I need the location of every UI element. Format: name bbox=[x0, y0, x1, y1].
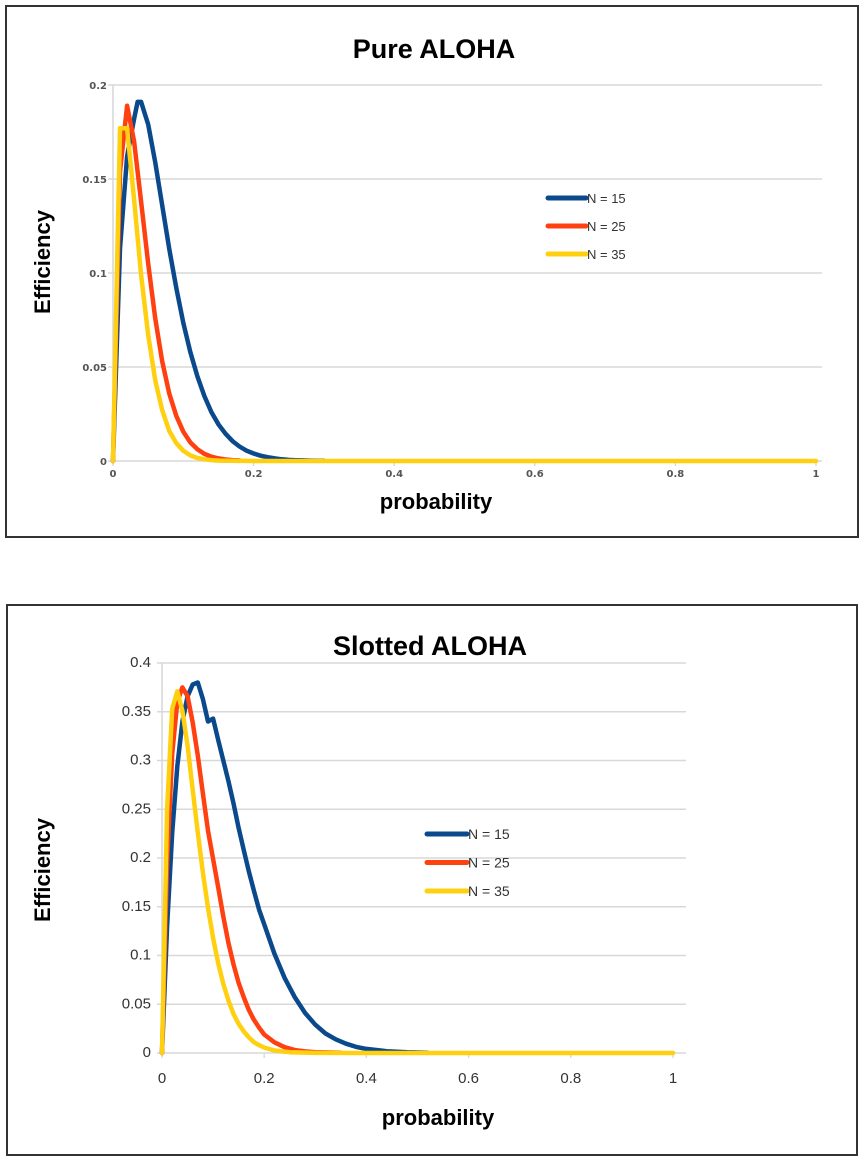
chart-title: Slotted ALOHA bbox=[333, 631, 527, 661]
y-tick-label: 0.2 bbox=[89, 81, 107, 92]
y-tick-label: 0.4 bbox=[130, 654, 151, 671]
y-tick-label: 0.15 bbox=[82, 175, 107, 186]
slotted-aloha-chart: Slotted ALOHA 0 0.05 0.1 0.15 0.2 0.25 0.3 0.35… bbox=[30, 631, 686, 1130]
x-axis-title: probability bbox=[380, 489, 493, 514]
y-tick-label: 0.1 bbox=[89, 269, 107, 280]
pure-aloha-chart: Pure ALOHA 0 0.05 0.1 0.15 0.2 0 0.2 0.4 0.6 0.8… bbox=[30, 34, 822, 514]
series-line-n35 bbox=[110, 125, 819, 464]
x-tick-label: 0.8 bbox=[667, 469, 685, 480]
x-tick-label: 0.4 bbox=[356, 1070, 377, 1087]
x-tick-label: 1 bbox=[669, 1070, 677, 1087]
y-tick-label: 0 bbox=[100, 457, 107, 468]
legend-label: N = 35 bbox=[468, 883, 510, 899]
x-tick-label: 0.2 bbox=[254, 1070, 275, 1087]
series-line-n25 bbox=[159, 685, 344, 1056]
y-tick-label: 0.05 bbox=[82, 363, 107, 374]
legend-label: N = 15 bbox=[468, 826, 510, 842]
x-axis-title: probability bbox=[382, 1105, 495, 1130]
slotted-aloha-chart-frame bbox=[6, 604, 858, 1156]
x-tick-label: 1 bbox=[813, 469, 820, 480]
series-line-n15 bbox=[159, 680, 430, 1056]
series-line-n35 bbox=[159, 689, 676, 1056]
y-tick-label: 0.3 bbox=[130, 752, 151, 769]
x-tick-label: 0 bbox=[110, 469, 117, 480]
y-tick-label: 0 bbox=[143, 1044, 151, 1061]
chart-title: Pure ALOHA bbox=[353, 34, 516, 64]
y-tick-label: 0.2 bbox=[130, 849, 151, 866]
x-tick-label: 0.8 bbox=[560, 1070, 581, 1087]
x-tick-label: 0.2 bbox=[245, 469, 263, 480]
series-line-n15 bbox=[110, 99, 327, 464]
x-tick-label: 0.4 bbox=[385, 469, 403, 480]
y-tick-label: 0.35 bbox=[122, 703, 151, 720]
x-tick-label: 0.6 bbox=[458, 1070, 479, 1087]
y-axis-title: Efficiency bbox=[30, 817, 55, 922]
y-tick-label: 0.25 bbox=[122, 800, 151, 817]
legend-label: N = 35 bbox=[587, 247, 626, 262]
y-tick-label: 0.05 bbox=[122, 995, 151, 1012]
legend-label: N = 15 bbox=[587, 191, 626, 206]
y-axis-title: Efficiency bbox=[30, 209, 55, 314]
legend-label: N = 25 bbox=[587, 219, 626, 234]
legend-label: N = 25 bbox=[468, 855, 510, 871]
x-tick-label: 0 bbox=[158, 1070, 166, 1087]
y-tick-label: 0.15 bbox=[122, 898, 151, 915]
y-tick-label: 0.1 bbox=[130, 947, 151, 964]
x-tick-label: 0.6 bbox=[526, 469, 544, 480]
